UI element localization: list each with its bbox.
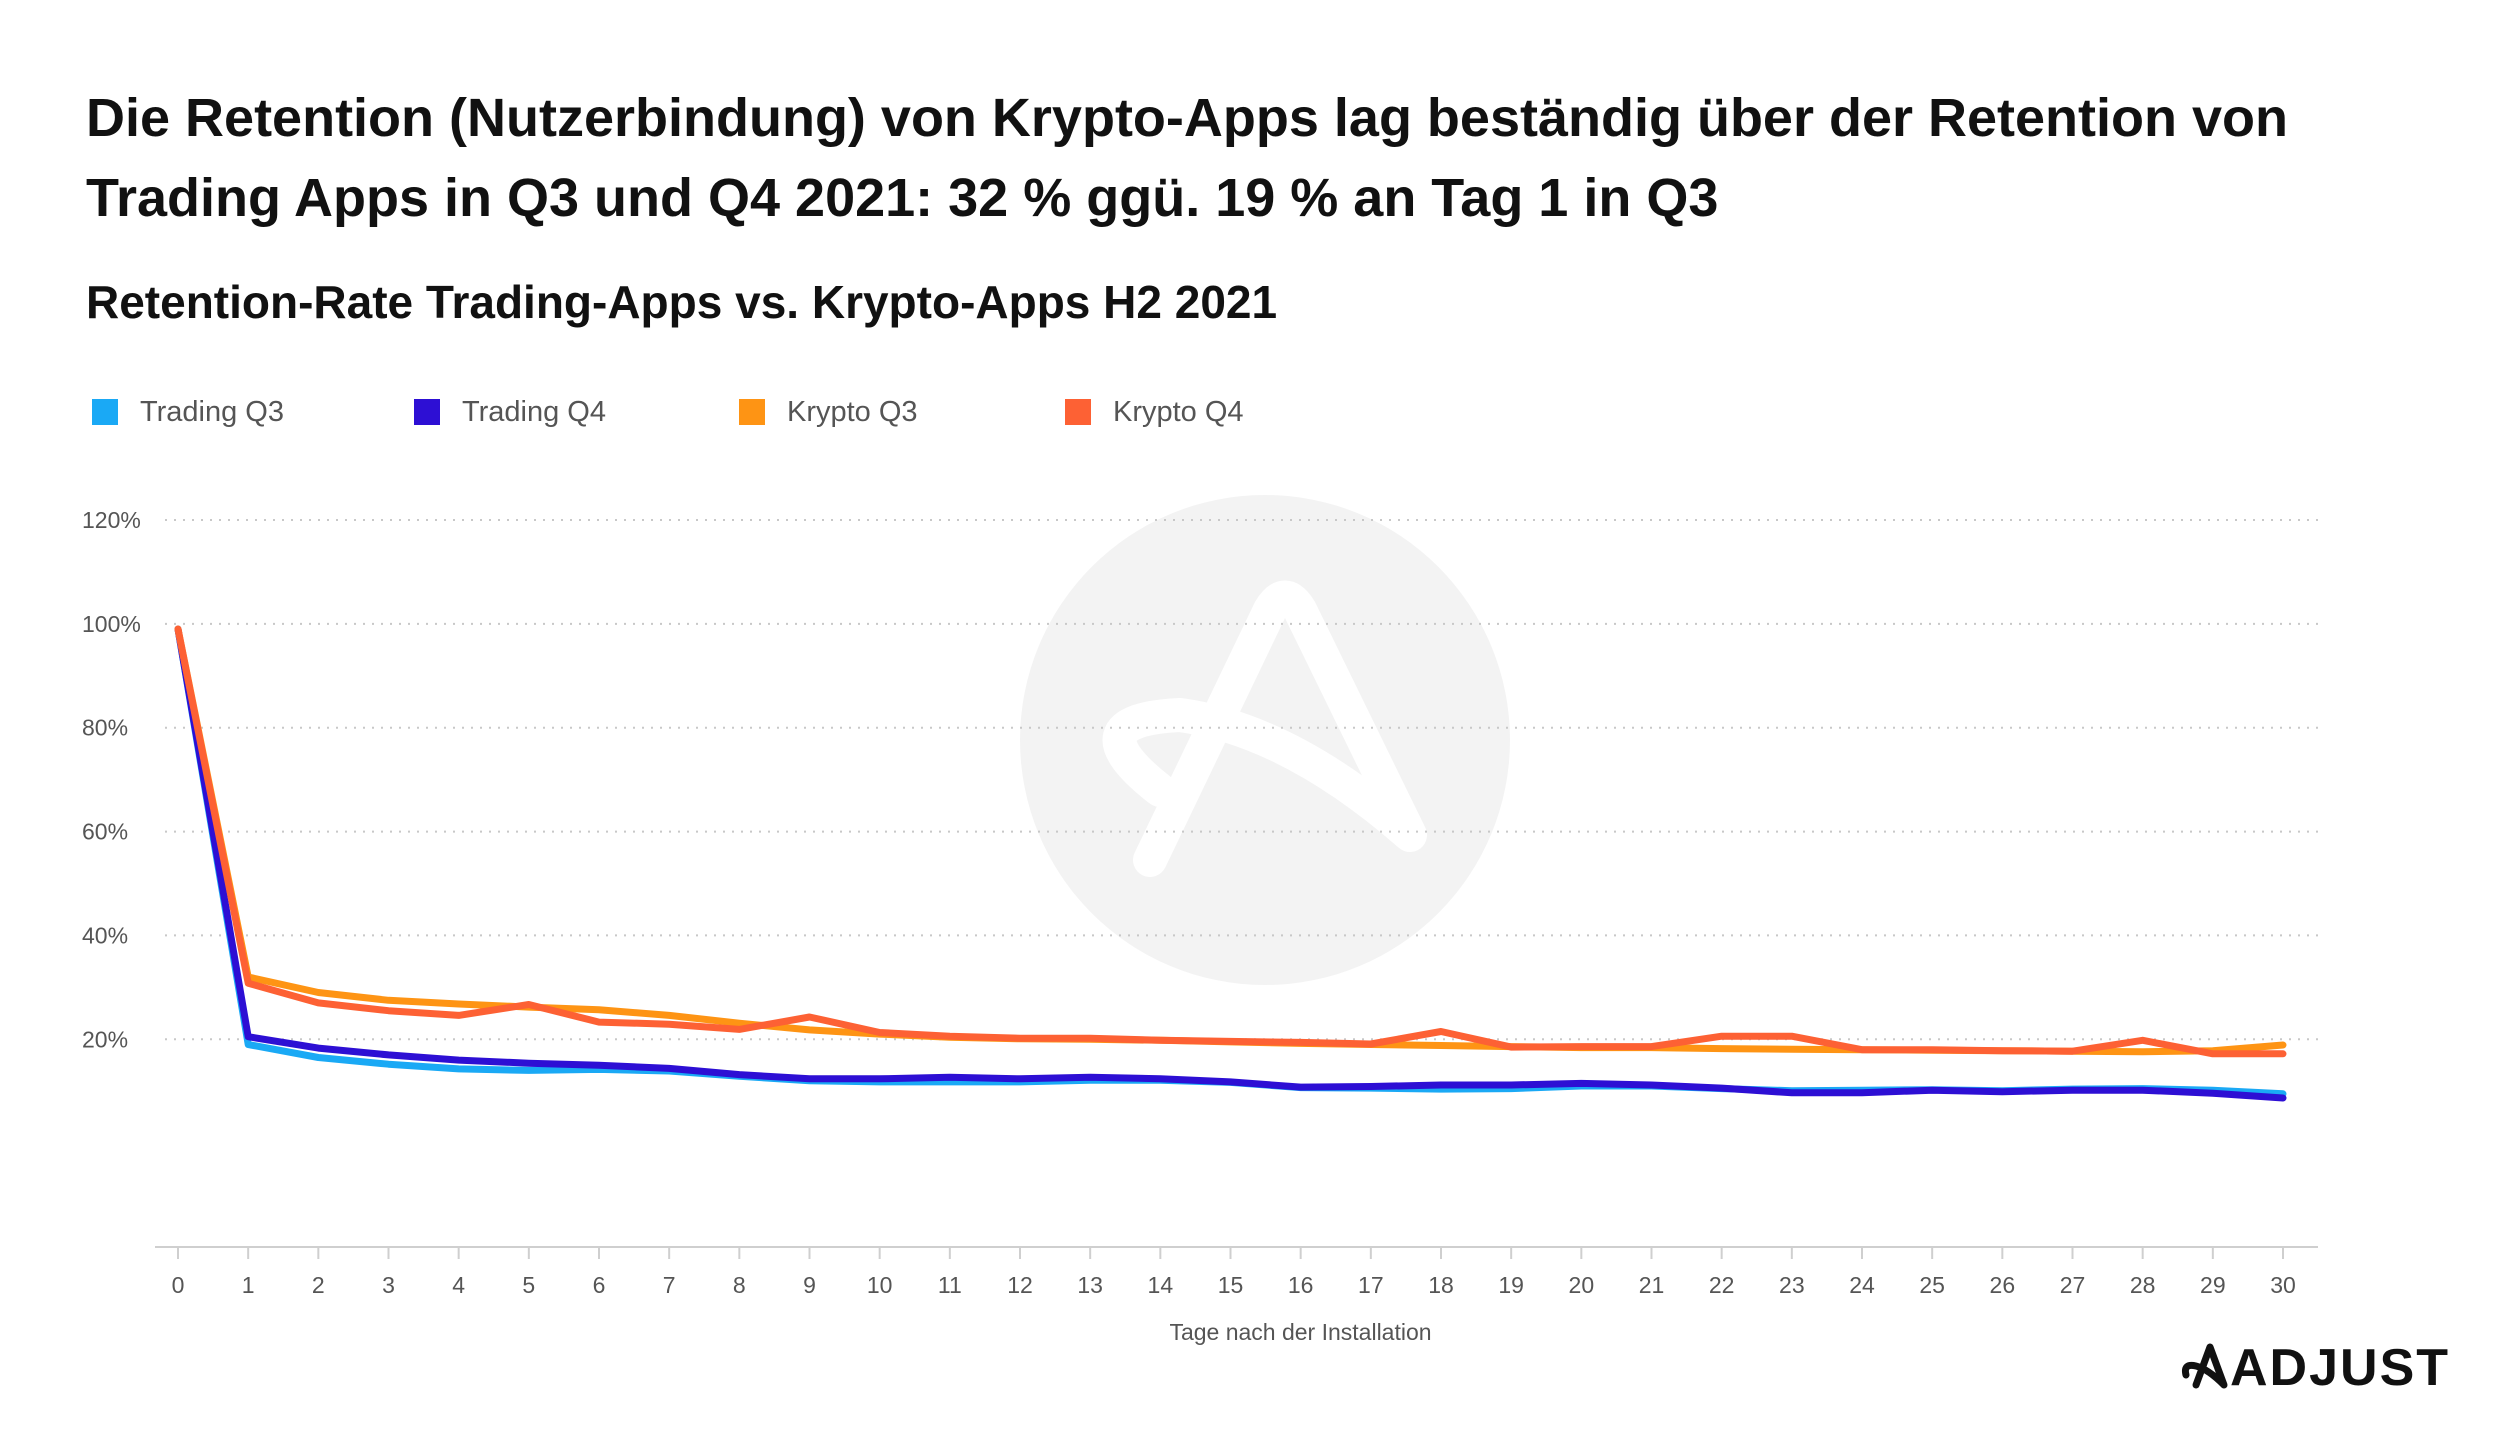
x-tick-label: 5	[522, 1272, 535, 1298]
legend-label-trading-q4: Trading Q4	[462, 396, 606, 428]
x-tick-label: 10	[867, 1272, 893, 1298]
x-tick-label: 22	[1709, 1272, 1735, 1298]
legend-swatch-krypto-q4	[1065, 399, 1091, 425]
x-tick-label: 29	[2200, 1272, 2226, 1298]
y-axis-ticks: 20% 40% 60% 80% 100% 120%	[82, 507, 141, 1052]
x-tick-label: 23	[1779, 1272, 1805, 1298]
x-tick-label: 26	[1990, 1272, 2016, 1298]
x-tick-label: 8	[733, 1272, 746, 1298]
series-line-krypto-q4	[174, 625, 2287, 1058]
x-tick-label: 25	[1919, 1272, 1945, 1298]
y-tick-label: 60%	[82, 819, 128, 845]
x-tick-label: 1	[242, 1272, 255, 1298]
page-title: Die Retention (Nutzerbindung) von Krypto…	[86, 88, 2289, 228]
x-tick-label: 30	[2270, 1272, 2296, 1298]
x-tick-label: 2	[312, 1272, 325, 1298]
x-tick-label: 4	[452, 1272, 465, 1298]
legend-swatch-krypto-q3	[739, 399, 765, 425]
legend-label-krypto-q4: Krypto Q4	[1113, 396, 1244, 428]
y-tick-label: 20%	[82, 1026, 128, 1052]
series-line-trading-q4	[174, 625, 2287, 1102]
adjust-logo-icon	[1102, 580, 1427, 877]
x-tick-label: 0	[172, 1272, 185, 1298]
x-tick-label: 18	[1428, 1272, 1454, 1298]
x-tick-label: 20	[1569, 1272, 1595, 1298]
x-tick-label: 7	[663, 1272, 676, 1298]
y-tick-label: 120%	[82, 507, 141, 533]
x-tick-label: 16	[1288, 1272, 1314, 1298]
legend-label-krypto-q3: Krypto Q3	[787, 396, 918, 428]
series-lines	[174, 625, 2287, 1102]
adjust-logo-mark	[2182, 1343, 2228, 1389]
legend-swatch-trading-q3	[92, 399, 118, 425]
x-tick-label: 28	[2130, 1272, 2156, 1298]
x-tick-label: 24	[1849, 1272, 1875, 1298]
y-tick-label: 40%	[82, 922, 128, 948]
adjust-logo: ADJUST	[2182, 1339, 2450, 1395]
x-tick-label: 12	[1007, 1272, 1033, 1298]
x-tick-label: 21	[1639, 1272, 1665, 1298]
x-tick-label: 19	[1498, 1272, 1524, 1298]
watermark	[1020, 495, 1510, 985]
x-tick-label: 17	[1358, 1272, 1384, 1298]
y-tick-label: 100%	[82, 611, 141, 637]
legend-label-trading-q3: Trading Q3	[140, 396, 284, 428]
x-tick-label: 14	[1148, 1272, 1174, 1298]
x-tick-label: 6	[593, 1272, 606, 1298]
adjust-logo-text: ADJUST	[2230, 1339, 2450, 1395]
x-tick-label: 13	[1077, 1272, 1103, 1298]
x-tick-label: 9	[803, 1272, 816, 1298]
legend-swatch-trading-q4	[414, 399, 440, 425]
x-tick-label: 11	[938, 1272, 962, 1298]
y-tick-label: 80%	[82, 715, 128, 741]
x-tick-label: 27	[2060, 1272, 2086, 1298]
chart-subtitle: Retention-Rate Trading-Apps vs. Krypto-A…	[86, 276, 1278, 328]
x-tick-label: 15	[1218, 1272, 1244, 1298]
line-chart: 20%40%60%80%100%120% 0 1 2 3 4 5 6 7 8 9 10 11 12 13 1…	[82, 495, 2320, 1345]
x-axis-ticks: 0 1 2 3 4 5 6 7 8 9 10 11 12 13 14 15 16 17 18 19 20 21 22 23 24…	[172, 1247, 2296, 1298]
x-tick-label: 3	[382, 1272, 395, 1298]
x-axis-label: Tage nach der Installation	[1169, 1319, 1431, 1345]
